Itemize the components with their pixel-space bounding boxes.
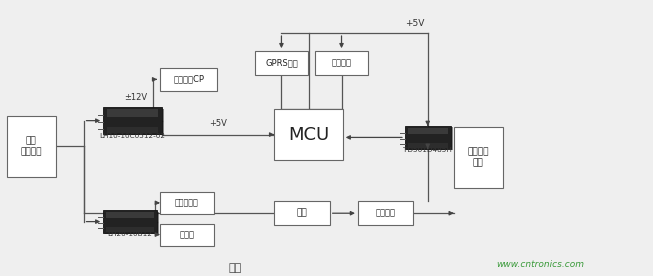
Text: 输入
供电接口: 输入 供电接口 [20,137,42,156]
Text: 控制引导CP: 控制引导CP [173,75,204,84]
FancyBboxPatch shape [103,210,157,233]
FancyBboxPatch shape [160,224,214,246]
Text: 开关: 开关 [296,209,308,218]
FancyBboxPatch shape [405,126,451,149]
FancyBboxPatch shape [106,212,153,218]
Text: LH10-10C0512-02: LH10-10C0512-02 [99,133,166,139]
Text: 图一: 图一 [229,263,242,273]
FancyBboxPatch shape [105,211,159,234]
Text: www.cntronics.com: www.cntronics.com [496,260,584,269]
FancyBboxPatch shape [160,192,214,214]
FancyBboxPatch shape [315,51,368,75]
Text: TD501D485H: TD501D485H [404,147,452,153]
Text: 计量检测: 计量检测 [375,209,396,218]
FancyBboxPatch shape [106,227,153,232]
FancyBboxPatch shape [274,201,330,225]
Text: GPRS单元: GPRS单元 [265,58,298,67]
FancyBboxPatch shape [274,109,343,160]
FancyBboxPatch shape [160,68,217,91]
FancyBboxPatch shape [7,116,56,177]
Text: 输出交流
接口: 输出交流 接口 [468,148,489,167]
Text: +5V: +5V [209,119,227,128]
Text: LH20-10B12: LH20-10B12 [108,231,152,237]
Text: +5V: +5V [405,19,424,28]
FancyBboxPatch shape [105,108,164,136]
Text: MCU: MCU [288,126,329,144]
FancyBboxPatch shape [407,128,453,150]
FancyBboxPatch shape [358,201,413,225]
Text: 电子锁: 电子锁 [180,230,194,239]
FancyBboxPatch shape [106,109,159,117]
FancyBboxPatch shape [106,127,159,133]
FancyBboxPatch shape [407,143,448,148]
FancyBboxPatch shape [454,127,503,188]
FancyBboxPatch shape [255,51,308,75]
Text: 显示单元: 显示单元 [332,58,351,67]
Text: ±12V: ±12V [124,93,147,102]
FancyBboxPatch shape [407,128,448,134]
FancyBboxPatch shape [103,107,162,134]
Text: 继电器单元: 继电器单元 [175,198,199,207]
